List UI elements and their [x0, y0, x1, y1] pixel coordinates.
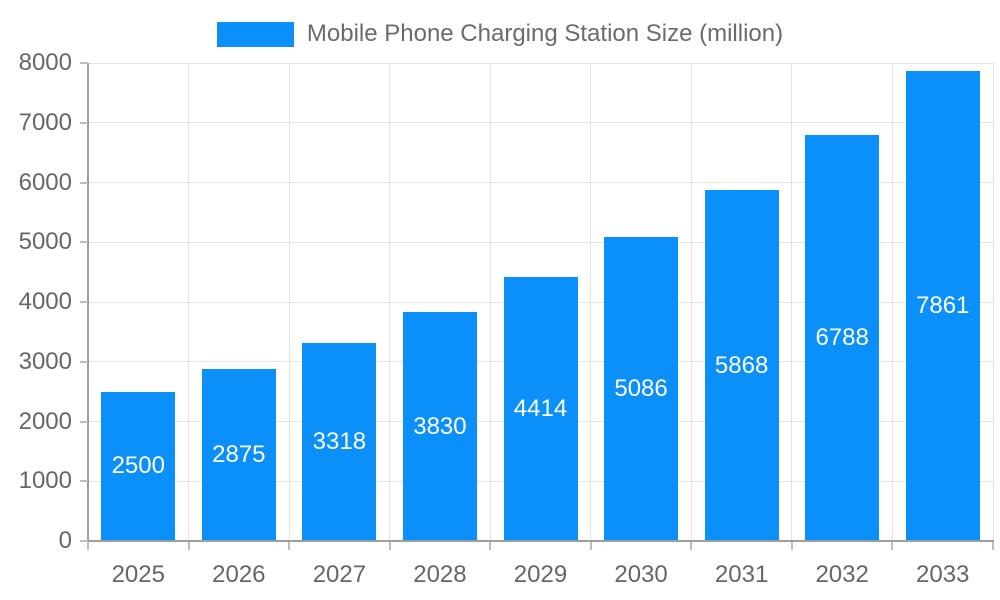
bar-2033[interactable]: [905, 71, 980, 541]
y-tick-mark: [80, 480, 88, 483]
y-axis-tick-label: 6000: [18, 168, 72, 196]
h-gridline: [88, 62, 993, 64]
bar-2029[interactable]: [503, 277, 578, 541]
legend-label: Mobile Phone Charging Station Size (mill…: [306, 20, 784, 47]
y-axis-tick-label: 2000: [18, 407, 72, 435]
bar-2026[interactable]: [201, 369, 276, 541]
bar-2025[interactable]: [101, 391, 176, 541]
x-tick-mark: [690, 542, 693, 550]
v-gridline: [891, 63, 893, 541]
y-tick-mark: [80, 360, 88, 363]
y-axis-tick-label: 1000: [18, 467, 72, 495]
x-axis-tick-label: 2029: [513, 561, 568, 588]
x-tick-mark: [790, 542, 793, 550]
y-axis-tick-label: 5000: [18, 228, 72, 256]
x-axis-tick-label: 2030: [614, 561, 668, 588]
v-gridline: [791, 63, 793, 541]
h-gridline: [88, 122, 993, 124]
x-tick-mark: [992, 542, 994, 550]
x-tick-mark: [489, 542, 492, 550]
x-axis-tick-label: 2033: [916, 561, 970, 588]
y-tick-mark: [80, 420, 88, 423]
y-tick-mark: [80, 121, 88, 124]
x-tick-mark: [288, 542, 291, 550]
v-gridline: [690, 63, 692, 541]
v-gridline: [489, 63, 491, 541]
bar-value-label: 3830: [413, 412, 467, 440]
x-tick-mark: [891, 542, 894, 550]
v-gridline: [992, 63, 994, 541]
bar-2028[interactable]: [402, 312, 477, 541]
x-tick-mark: [388, 542, 391, 550]
h-gridline: [88, 241, 993, 243]
x-axis-tick-label: 2025: [111, 561, 165, 588]
v-gridline: [590, 63, 592, 541]
x-axis-tick-label: 2031: [714, 561, 769, 588]
bar-2030[interactable]: [604, 237, 679, 541]
v-gridline: [288, 63, 290, 541]
y-axis-tick-label: 3000: [18, 347, 72, 375]
bar-value-label: 2500: [111, 452, 165, 480]
y-tick-mark: [80, 241, 88, 244]
legend-swatch: [216, 21, 294, 47]
y-tick-mark: [80, 301, 88, 303]
bar-value-label: 3318: [312, 427, 367, 455]
bar-2027[interactable]: [302, 342, 377, 541]
x-tick-mark: [87, 542, 89, 550]
bar-value-label: 7861: [916, 292, 970, 320]
bar-2032[interactable]: [805, 135, 880, 541]
x-axis-tick-label: 2026: [212, 561, 266, 588]
y-axis-tick-label: 7000: [18, 108, 72, 136]
h-gridline: [88, 182, 993, 183]
y-axis-line: [87, 63, 89, 549]
v-gridline: [389, 63, 391, 541]
y-axis-tick-label: 8000: [18, 49, 72, 76]
y-tick-mark: [80, 181, 88, 184]
x-axis-tick-label: 2032: [815, 561, 869, 588]
y-axis-tick-label: 0: [58, 527, 72, 554]
bar-value-label: 4414: [513, 395, 568, 423]
bar-2031[interactable]: [704, 190, 779, 541]
bar-value-label: 6788: [815, 324, 869, 352]
y-axis-tick-label: 4000: [18, 288, 72, 315]
y-tick-mark: [80, 62, 88, 64]
bar-value-label: 5086: [614, 375, 668, 403]
y-tick-mark: [80, 540, 88, 542]
v-gridline: [188, 63, 190, 541]
x-tick-mark: [589, 542, 592, 550]
bar-value-label: 2875: [212, 441, 266, 469]
x-tick-mark: [187, 542, 190, 550]
legend[interactable]: Mobile Phone Charging Station Size (mill…: [0, 21, 1000, 47]
bar-value-label: 5868: [714, 351, 769, 379]
x-axis-tick-label: 2027: [312, 561, 367, 588]
x-axis-line: [87, 540, 994, 542]
x-axis-tick-label: 2028: [413, 561, 467, 588]
